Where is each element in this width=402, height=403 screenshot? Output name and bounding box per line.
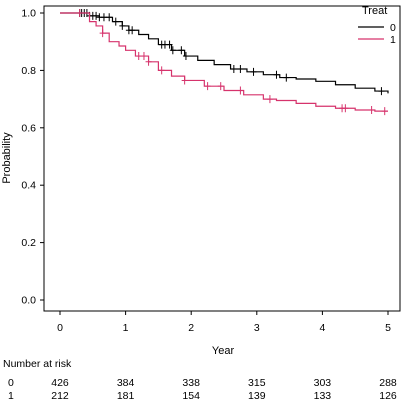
risk-count: 338 — [182, 377, 200, 389]
censor-mark-series-1 — [181, 76, 188, 85]
censor-mark-series-1 — [135, 52, 142, 61]
censor-mark-series-0 — [112, 17, 119, 26]
censor-mark-series-1 — [76, 9, 83, 17]
y-tick-label: 1.0 — [21, 8, 36, 20]
censor-mark-series-1 — [237, 86, 244, 95]
censor-mark-series-1 — [158, 66, 165, 75]
x-axis-label: Year — [212, 345, 235, 357]
y-tick-label: 0.0 — [21, 295, 36, 307]
risk-count: 139 — [248, 390, 266, 402]
censor-mark-series-0 — [100, 13, 107, 22]
x-tick-label: 5 — [385, 322, 391, 334]
risk-count: 315 — [248, 377, 266, 389]
x-tick-label: 3 — [254, 322, 260, 334]
censor-mark-series-1 — [342, 104, 349, 113]
censor-mark-series-0 — [169, 46, 176, 55]
plot-frame — [43, 5, 401, 312]
censor-mark-series-0 — [129, 26, 136, 35]
censor-mark-series-0 — [378, 87, 385, 96]
censor-mark-series-1 — [381, 107, 388, 116]
y-tick-label: 0.2 — [21, 237, 36, 249]
risk-count: 288 — [379, 377, 397, 389]
risk-table: 0 426 384 338 315 303 288 1 212 181 154 139 133 126 — [8, 377, 397, 402]
survival-line-series-1 — [60, 12, 388, 112]
censor-mark-series-1 — [145, 57, 152, 66]
y-tick-label: 0.4 — [21, 180, 36, 192]
y-tick-label: 0.6 — [21, 122, 36, 134]
legend-label: 1 — [390, 34, 396, 46]
censor-mark-series-1 — [204, 82, 211, 91]
risk-row-label: 0 — [8, 377, 14, 389]
censor-mark-series-0 — [250, 67, 257, 76]
censor-mark-series-1 — [217, 82, 224, 91]
risk-count: 384 — [117, 377, 135, 389]
x-tick-label: 1 — [123, 322, 129, 334]
risk-count: 126 — [379, 390, 397, 402]
censor-mark-series-0 — [230, 64, 237, 73]
censor-mark-series-0 — [283, 73, 290, 82]
censor-mark-series-1 — [266, 95, 273, 104]
risk-count: 181 — [117, 390, 135, 402]
legend: Treat 01 — [358, 5, 396, 46]
censor-mark-series-1 — [368, 106, 375, 115]
risk-count: 212 — [51, 390, 69, 402]
censor-mark-series-0 — [273, 70, 280, 79]
risk-row-label: 1 — [8, 390, 14, 402]
risk-count: 133 — [314, 390, 332, 402]
x-tick-label: 0 — [57, 322, 63, 334]
y-axis-label: Probability — [1, 132, 13, 184]
censor-mark-series-0 — [93, 11, 100, 20]
censor-mark-series-0 — [178, 46, 185, 55]
y-tick-label: 0.8 — [21, 65, 36, 77]
censor-mark-series-1 — [99, 29, 106, 38]
survival-curves — [60, 9, 389, 116]
censor-mark-series-0 — [119, 21, 126, 30]
x-tick-label: 2 — [188, 322, 194, 334]
risk-count: 303 — [314, 377, 332, 389]
risk-count: 154 — [182, 390, 200, 402]
x-tick-label: 4 — [319, 322, 325, 334]
censor-mark-series-1 — [140, 52, 147, 61]
censor-mark-series-0 — [106, 13, 113, 22]
axis-ticks: 0.0 0.2 0.4 0.6 0.8 1.0 0 1 2 3 4 5 — [21, 8, 391, 335]
risk-table-title: Number at risk — [3, 358, 72, 370]
censor-mark-series-0 — [237, 64, 244, 73]
risk-count: 426 — [51, 377, 69, 389]
survival-line-series-0 — [60, 12, 389, 94]
legend-title: Treat — [362, 5, 387, 17]
censor-mark-series-0 — [182, 52, 189, 61]
legend-label: 0 — [390, 22, 396, 34]
censor-mark-series-0 — [166, 40, 173, 49]
